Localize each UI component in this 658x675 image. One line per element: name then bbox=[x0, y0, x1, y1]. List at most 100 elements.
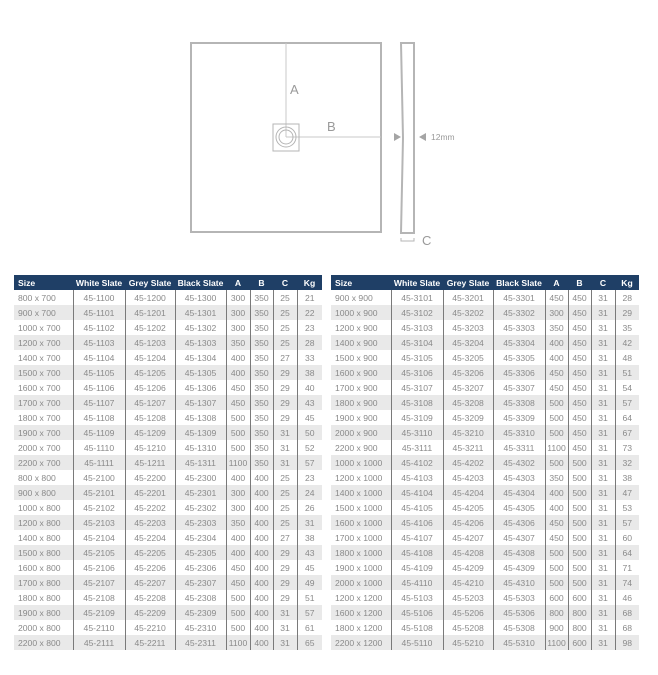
cell-size: 1500 x 900 bbox=[335, 352, 378, 363]
cell-grey-slate: 45-2203 bbox=[124, 515, 175, 530]
cell-grey-slate: 45-4202 bbox=[442, 455, 493, 470]
cell-white-slate: 45-4108 bbox=[390, 545, 443, 560]
table-row: 1800 x 800 45-2108 45-2208 45-2308 500 400 29 5… bbox=[14, 590, 322, 605]
table-row: 2200 x 1200 45-5110 45-5210 45-5310 1100 600 3… bbox=[331, 635, 639, 650]
cell-size: 1500 x 800 bbox=[14, 545, 73, 560]
cell-kg: 28 bbox=[614, 290, 639, 305]
cell-c: 31 bbox=[590, 590, 615, 605]
cell-grey-slate: 45-3205 bbox=[442, 350, 493, 365]
cell-a: 300 bbox=[225, 485, 250, 500]
table-row: 1500 x 1000 45-4105 45-4205 45-4305 400 500 31… bbox=[331, 500, 639, 515]
table-row: 1800 x 1000 45-4108 45-4208 45-4308 500 500 31… bbox=[331, 545, 639, 560]
cell-white-slate: 45-3107 bbox=[390, 380, 443, 395]
cell-b: 350 bbox=[249, 410, 273, 425]
cell-black-slate: 45-2302 bbox=[174, 500, 226, 515]
cell-white-slate: 45-4103 bbox=[390, 470, 443, 485]
cell-c: 31 bbox=[590, 485, 615, 500]
cell-white-slate: 45-3105 bbox=[390, 350, 443, 365]
cell-black-slate: 45-2304 bbox=[174, 530, 226, 545]
cell-b: 450 bbox=[567, 290, 591, 305]
cell-b: 450 bbox=[567, 395, 591, 410]
cell-grey-slate: 45-2201 bbox=[124, 485, 175, 500]
cell-white-slate: 45-2100 bbox=[72, 470, 125, 485]
cell-grey-slate: 45-1202 bbox=[124, 320, 175, 335]
table-row: 1000 x 1000 45-4102 45-4202 45-4302 500 500 31… bbox=[331, 455, 639, 470]
cell-black-slate: 45-3307 bbox=[492, 380, 545, 395]
cell-grey-slate: 45-3203 bbox=[442, 320, 493, 335]
cell-black-slate: 45-3302 bbox=[492, 305, 545, 320]
cell-c: 31 bbox=[272, 425, 297, 440]
cell-a: 500 bbox=[544, 395, 568, 410]
cell-a: 500 bbox=[225, 590, 250, 605]
cell-a: 350 bbox=[225, 335, 250, 350]
cell-kg: 48 bbox=[614, 350, 639, 365]
cell-c: 27 bbox=[272, 530, 297, 545]
cell-grey-slate: 45-1211 bbox=[124, 455, 175, 470]
cell-c: 25 bbox=[272, 515, 297, 530]
cell-grey-slate: 45-3208 bbox=[442, 395, 493, 410]
cell-black-slate: 45-3304 bbox=[492, 335, 545, 350]
cell-white-slate: 45-1105 bbox=[72, 365, 125, 380]
cell-white-slate: 45-1104 bbox=[72, 350, 125, 365]
cell-b: 400 bbox=[249, 470, 273, 485]
cell-b: 600 bbox=[567, 635, 591, 650]
cell-a: 500 bbox=[225, 440, 250, 455]
cell-white-slate: 45-5103 bbox=[390, 590, 443, 605]
cell-a: 350 bbox=[544, 320, 568, 335]
table-row: 1900 x 1000 45-4109 45-4209 45-4309 500 500 31… bbox=[331, 560, 639, 575]
cell-b: 400 bbox=[249, 620, 273, 635]
cell-size: 1700 x 800 bbox=[14, 575, 73, 590]
cell-b: 450 bbox=[567, 410, 591, 425]
table-row: 1900 x 900 45-3109 45-3209 45-3309 500 450 31 6… bbox=[331, 410, 639, 425]
drain-icon bbox=[272, 123, 300, 152]
cell-kg: 28 bbox=[296, 335, 322, 350]
arrow-left-icon bbox=[419, 133, 426, 141]
cell-size: 1800 x 700 bbox=[18, 412, 61, 423]
cell-black-slate: 45-2307 bbox=[174, 575, 226, 590]
cell-white-slate: 45-1109 bbox=[72, 425, 125, 440]
cell-white-slate: 45-3106 bbox=[390, 365, 443, 380]
cell-a: 450 bbox=[544, 365, 568, 380]
cell-black-slate: 45-4303 bbox=[492, 470, 545, 485]
table-row: 1800 x 700 45-1108 45-1208 45-1308 500 350 29 4… bbox=[14, 410, 322, 425]
cell-grey-slate: 45-4205 bbox=[442, 500, 493, 515]
cell-grey-slate: 45-3210 bbox=[442, 425, 493, 440]
table-row: 1700 x 700 45-1107 45-1207 45-1307 450 350 29 4… bbox=[14, 395, 322, 410]
cell-white-slate: 45-3101 bbox=[390, 290, 443, 305]
cell-black-slate: 45-1309 bbox=[174, 425, 226, 440]
dimension-c-bracket bbox=[400, 238, 415, 242]
table-row: 1900 x 800 45-2109 45-2209 45-2309 500 400 31 5… bbox=[14, 605, 322, 620]
table-row: 1400 x 900 45-3104 45-3204 45-3304 400 450 31 4… bbox=[331, 335, 639, 350]
table-row: 1600 x 1200 45-5106 45-5206 45-5306 800 800 31… bbox=[331, 605, 639, 620]
cell-white-slate: 45-5108 bbox=[390, 620, 443, 635]
cell-grey-slate: 45-1206 bbox=[124, 380, 175, 395]
table-row: 1700 x 1000 45-4107 45-4207 45-4307 450 500 31… bbox=[331, 530, 639, 545]
cell-white-slate: 45-4110 bbox=[390, 575, 443, 590]
cell-white-slate: 45-2102 bbox=[72, 500, 125, 515]
cell-a: 400 bbox=[544, 485, 568, 500]
cell-grey-slate: 45-2210 bbox=[124, 620, 175, 635]
table-row: 1200 x 800 45-2103 45-2203 45-2303 350 400 25 3… bbox=[14, 515, 322, 530]
cell-kg: 23 bbox=[296, 470, 322, 485]
cell-a: 450 bbox=[544, 290, 568, 305]
cell-a: 350 bbox=[225, 515, 250, 530]
cell-a: 500 bbox=[544, 455, 568, 470]
column-header-size: Size bbox=[331, 275, 391, 290]
cell-a: 400 bbox=[544, 335, 568, 350]
spec-table-left: Size White Slate Grey Slate Black Slate A B C K… bbox=[14, 275, 322, 650]
cell-white-slate: 45-3102 bbox=[390, 305, 443, 320]
cell-black-slate: 45-5303 bbox=[492, 590, 545, 605]
table-row: 1200 x 1200 45-5103 45-5203 45-5303 600 600 31… bbox=[331, 590, 639, 605]
cell-c: 31 bbox=[590, 350, 615, 365]
cell-size: 1900 x 900 bbox=[335, 412, 378, 423]
cell-c: 25 bbox=[272, 500, 297, 515]
arrow-right-icon bbox=[394, 133, 401, 141]
cell-black-slate: 45-3310 bbox=[492, 425, 545, 440]
cell-b: 400 bbox=[249, 545, 273, 560]
cell-a: 450 bbox=[544, 380, 568, 395]
cell-grey-slate: 45-1203 bbox=[124, 335, 175, 350]
cell-kg: 21 bbox=[296, 290, 322, 305]
cell-black-slate: 45-4310 bbox=[492, 575, 545, 590]
cell-b: 450 bbox=[567, 365, 591, 380]
cell-kg: 46 bbox=[614, 590, 639, 605]
